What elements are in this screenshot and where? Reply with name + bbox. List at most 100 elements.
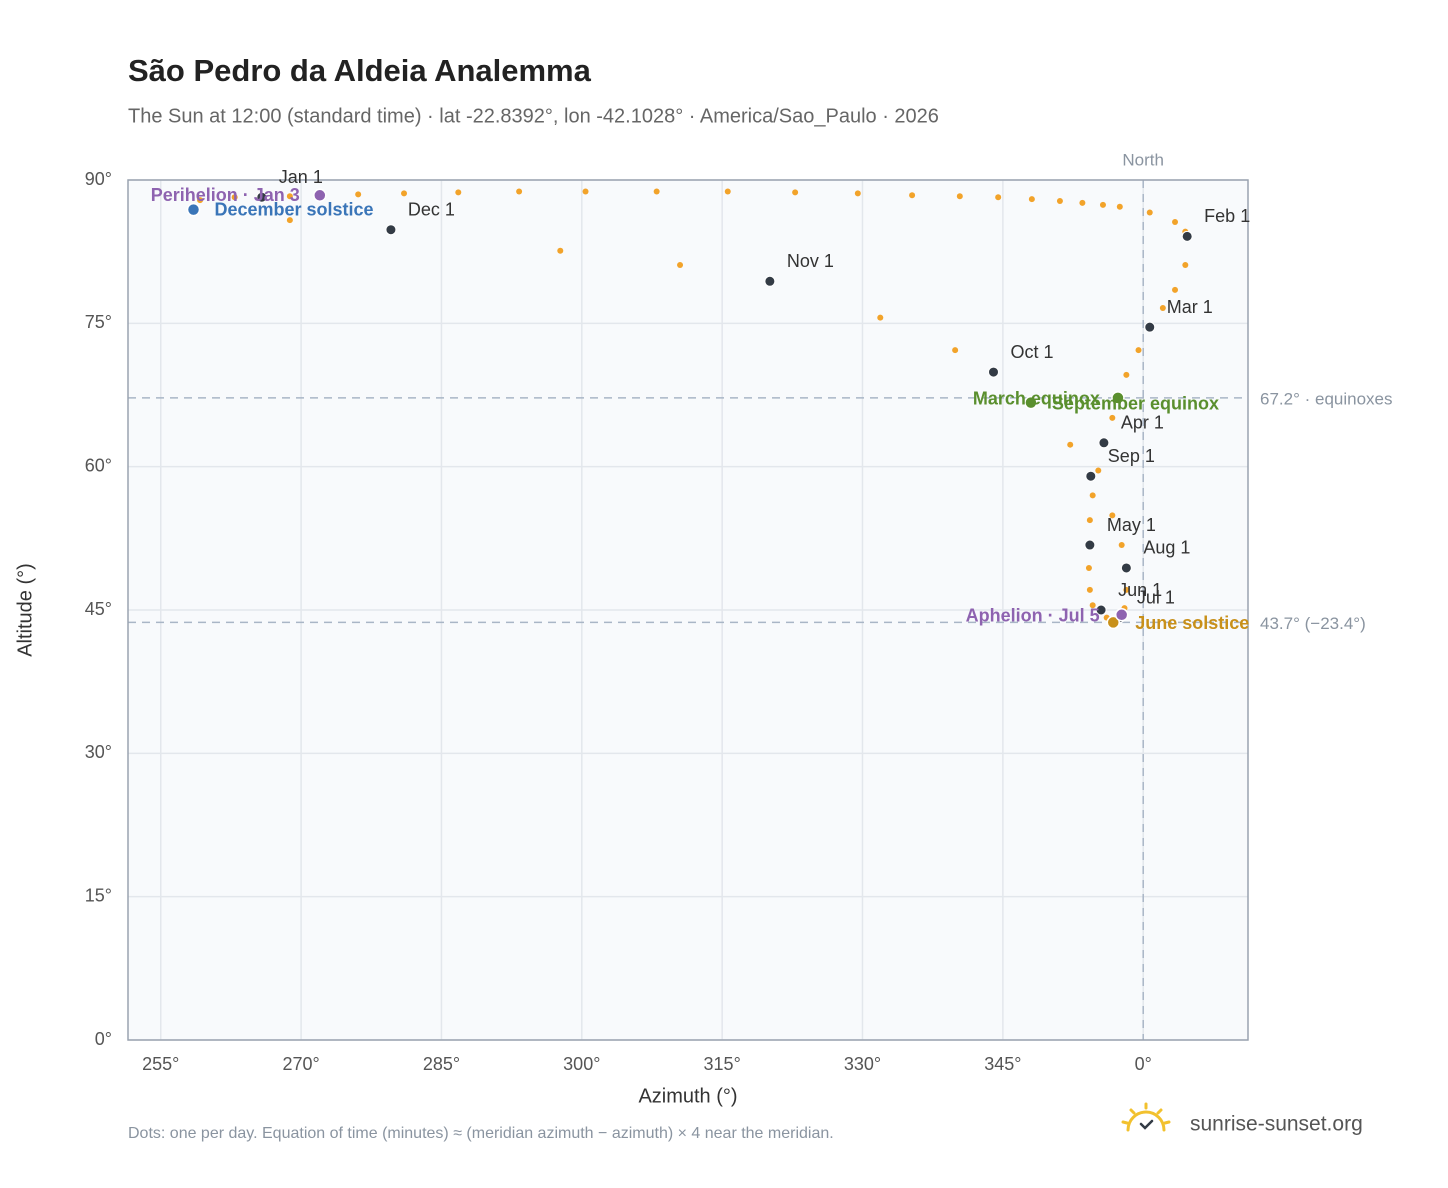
y-tick-label: 90° [85,169,112,189]
event-label: September equinox [1052,393,1219,413]
day-dot [582,188,589,195]
x-tick-label: 330° [844,1054,881,1074]
x-tick-label: 315° [704,1054,741,1074]
event-label: June solstice [1135,613,1249,633]
day-dot [724,188,731,195]
y-tick-label: 60° [85,455,112,475]
day-dot [1109,512,1116,519]
day-dot [1089,492,1096,499]
month-label: Mar 1 [1167,297,1213,317]
day-dot [401,190,408,197]
reference-label: 67.2° · equinoxes [1260,389,1393,408]
event-marker [1106,615,1121,630]
day-dot [286,193,293,200]
day-dot [1086,586,1093,593]
y-tick-label: 30° [85,742,112,762]
month-marker [1085,470,1097,482]
y-tick-label: 45° [85,599,112,619]
markers [186,188,1193,630]
month-label: Nov 1 [787,251,834,271]
chart-title: São Pedro da Aldeia Analemma [128,53,592,88]
event-marker [186,202,201,217]
month-marker [1120,562,1132,574]
footnote: Dots: one per day. Equation of time (min… [128,1125,834,1142]
x-tick-label: 255° [142,1054,179,1074]
day-dot [995,194,1002,201]
day-dot [1056,198,1063,205]
day-dot [231,194,238,201]
day-dot [653,188,660,195]
month-marker [987,366,999,378]
day-dot [1118,542,1125,549]
y-tick-label: 15° [85,885,112,905]
day-dot [909,192,916,199]
grid [128,179,1248,1041]
day-dot [1067,441,1074,448]
day-dot [1182,262,1189,269]
day-dot [1079,199,1086,206]
event-marker [1024,395,1038,410]
day-dot [792,189,799,196]
event-label: Aphelion · Jul 5 [966,606,1100,626]
event-marker [1114,608,1129,622]
event-label: March equinox [973,389,1100,409]
event-marker [1111,391,1125,405]
brand: sunrise-sunset.org [1190,1113,1363,1136]
month-label: Jun 1 [1118,580,1162,600]
brand-logo [1121,1102,1171,1132]
day-dot [1028,196,1035,203]
month-label: Oct 1 [1010,342,1053,362]
x-tick-label: 0° [1135,1054,1152,1074]
month-marker [1181,230,1193,242]
day-dot [1099,201,1106,208]
month-label: Apr 1 [1121,413,1164,433]
y-tick-label: 75° [85,312,112,332]
day-dot [956,193,963,200]
month-label: May 1 [1107,515,1156,535]
month-label: Dec 1 [408,199,455,219]
month-marker [1095,604,1107,616]
month-label: Sep 1 [1108,446,1155,466]
event-label: December solstice [214,199,373,219]
north-label: North [1122,150,1164,169]
day-dot [1085,564,1092,571]
event-marker [313,188,327,203]
day-dot [952,347,959,354]
day-dot [1123,371,1130,378]
month-marker [256,191,268,203]
reference-lines [128,180,1248,1040]
day-dot [854,190,861,197]
day-dot [516,188,523,195]
day-dot [197,197,204,204]
day-dot [286,217,293,224]
y-axis-label: Altitude (°) [14,563,36,657]
day-dot [1123,586,1130,593]
month-label: Feb 1 [1204,206,1250,226]
x-tick-label: 345° [984,1054,1021,1074]
day-dot [1172,219,1179,226]
day-dot [1135,347,1142,354]
day-dot [1109,414,1116,421]
month-label: Jan 1 [279,167,323,187]
day-dot [455,189,462,196]
event-label: Perihelion · Jan 3 [151,185,300,205]
x-tick-label: 300° [563,1054,600,1074]
day-dot [1116,203,1123,210]
y-tick-label: 0° [95,1029,112,1049]
month-marker [1144,321,1156,333]
month-marker [1098,437,1110,449]
reference-label: 43.7° (−23.4°) [1260,614,1366,633]
day-dot [677,262,684,269]
day-dot [557,247,564,254]
day-dot [1095,467,1102,474]
month-label: Jul 1 [1137,587,1175,607]
chart-subtitle: The Sun at 12:00 (standard time) · lat -… [128,105,939,127]
day-dot [1089,602,1096,609]
x-tick-label: 285° [423,1054,460,1074]
plot-border [127,179,1249,1041]
day-dot [1172,286,1179,293]
day-dot [877,314,884,321]
month-marker [1084,539,1096,551]
